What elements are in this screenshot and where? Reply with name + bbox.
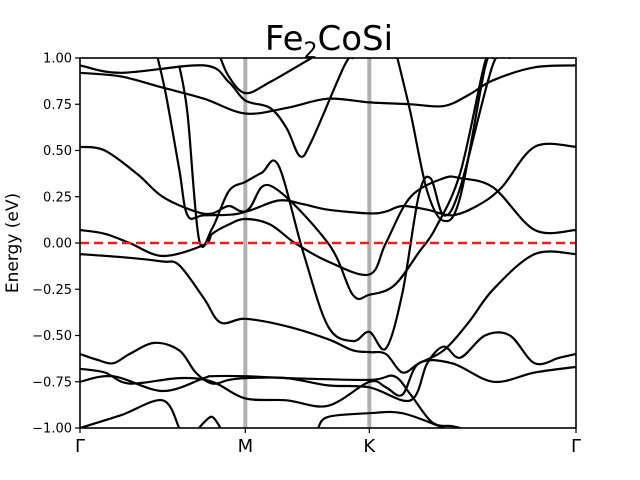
- band-6: [80, 331, 576, 403]
- bands-group: [80, 58, 576, 428]
- y-tick-label: 0.75: [43, 98, 72, 113]
- y-ticks: −1.00 −0.75 −0.50 −0.25 0.00 0.25 0.50 0.75 1.00: [32, 52, 80, 437]
- y-tick-label: 0.00: [43, 237, 72, 252]
- y-tick-label: 0.50: [43, 144, 72, 159]
- x-tick-label: M: [238, 436, 254, 457]
- band-1: [80, 399, 181, 428]
- band-7: [80, 250, 576, 374]
- y-tick-label: −0.25: [32, 283, 72, 298]
- y-tick-label: 1.00: [43, 52, 72, 67]
- band-14: [178, 58, 511, 351]
- band-3: [317, 410, 445, 428]
- band-11: [219, 58, 313, 95]
- band-12: [80, 64, 576, 115]
- band-9: [80, 142, 576, 217]
- x-tick-label: Γ: [571, 436, 581, 457]
- band-2: [198, 415, 222, 428]
- y-tick-label: 0.25: [43, 190, 72, 205]
- band-10: [156, 58, 495, 301]
- y-tick-label: −1.00: [32, 422, 72, 437]
- x-tick-label: K: [363, 436, 376, 457]
- band-5: [80, 359, 576, 408]
- symmetry-lines: [243, 58, 372, 428]
- band-13: [80, 58, 354, 158]
- y-tick-label: −0.75: [32, 375, 72, 390]
- x-tick-label: Γ: [75, 436, 85, 457]
- y-axis-label: Energy (eV): [3, 193, 23, 293]
- band-15: [396, 58, 495, 223]
- y-tick-label: −0.50: [32, 329, 72, 344]
